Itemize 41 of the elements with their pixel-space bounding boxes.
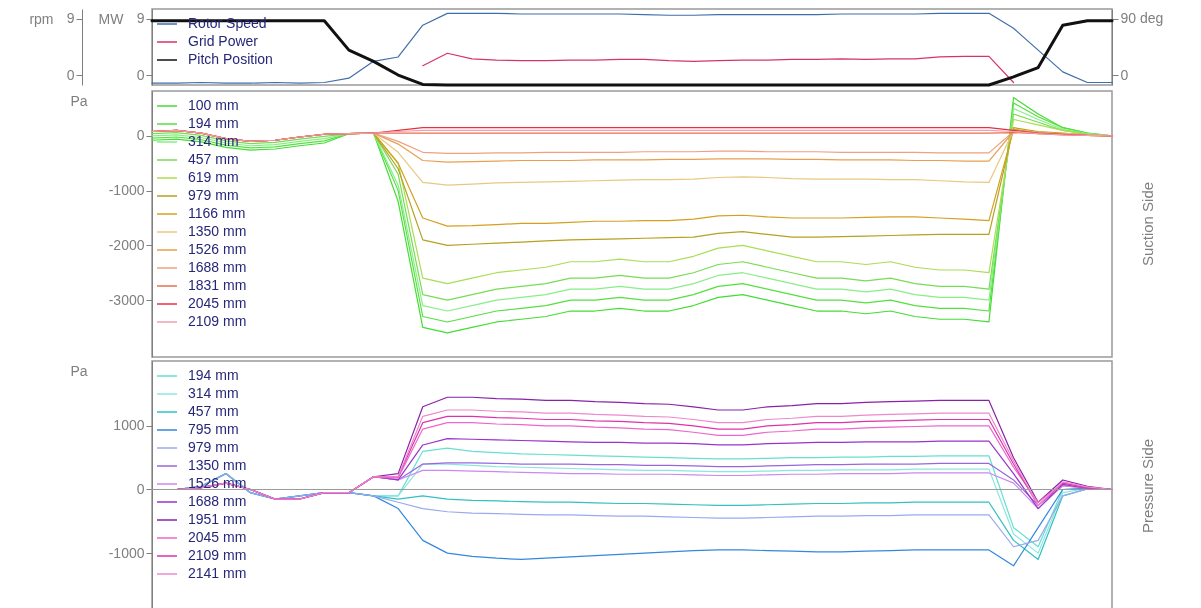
legend-label: 457 mm: [188, 403, 239, 419]
legend-label: 2141 mm: [188, 565, 247, 581]
y-axis-title: rpm: [29, 10, 54, 27]
text: Pressure Side: [1139, 438, 1156, 534]
y-tick-label: -2000: [108, 236, 145, 253]
legend-label: 1350 mm: [188, 457, 247, 473]
y-axis-title: Pa: [70, 362, 88, 379]
legend-label: 1350 mm: [188, 223, 247, 239]
legend-label: 795 mm: [188, 421, 239, 437]
legend-label: Grid Power: [188, 33, 259, 49]
legend-label: 979 mm: [188, 439, 239, 455]
legend-label: 1688 mm: [188, 259, 247, 275]
line-series: [422, 52, 1015, 84]
y-tick-label: -3000: [108, 291, 145, 308]
legend-label: 1831 mm: [188, 277, 247, 293]
y-tick-label: 0: [136, 481, 145, 497]
legend-label: 194 mm: [188, 367, 239, 383]
legend-label: 2109 mm: [188, 313, 247, 329]
legend-label: 457 mm: [188, 151, 239, 167]
legend-label: Pitch Position: [188, 51, 273, 67]
y2-axis-title: MW: [98, 10, 125, 27]
y-tick-label: -1000: [108, 182, 145, 199]
legend-label: 979 mm: [188, 187, 239, 203]
text: Suction Side: [1139, 181, 1156, 267]
y3-tick-label: 90 deg: [1120, 10, 1164, 27]
legend-label: 1688 mm: [188, 493, 247, 509]
y3-tick-label: 0: [1120, 66, 1129, 83]
legend-label: 1166 mm: [188, 205, 246, 221]
legend-label: 2045 mm: [188, 295, 247, 311]
legend-label: 2045 mm: [188, 529, 247, 545]
legend-label: 1526 mm: [188, 241, 247, 257]
legend-label: 100 mm: [188, 97, 239, 113]
y-tick-label: -1000: [108, 544, 145, 561]
y-axis-title: Pa: [70, 92, 88, 109]
legend-label: 619 mm: [188, 169, 239, 185]
legend-label: 2109 mm: [188, 547, 247, 563]
legend-label: 1951 mm: [188, 511, 247, 527]
legend-label: 194 mm: [188, 115, 239, 131]
y-tick-label: 0: [136, 127, 145, 144]
y-tick-label: 1000: [113, 417, 145, 434]
legend-label: 314 mm: [188, 385, 239, 401]
